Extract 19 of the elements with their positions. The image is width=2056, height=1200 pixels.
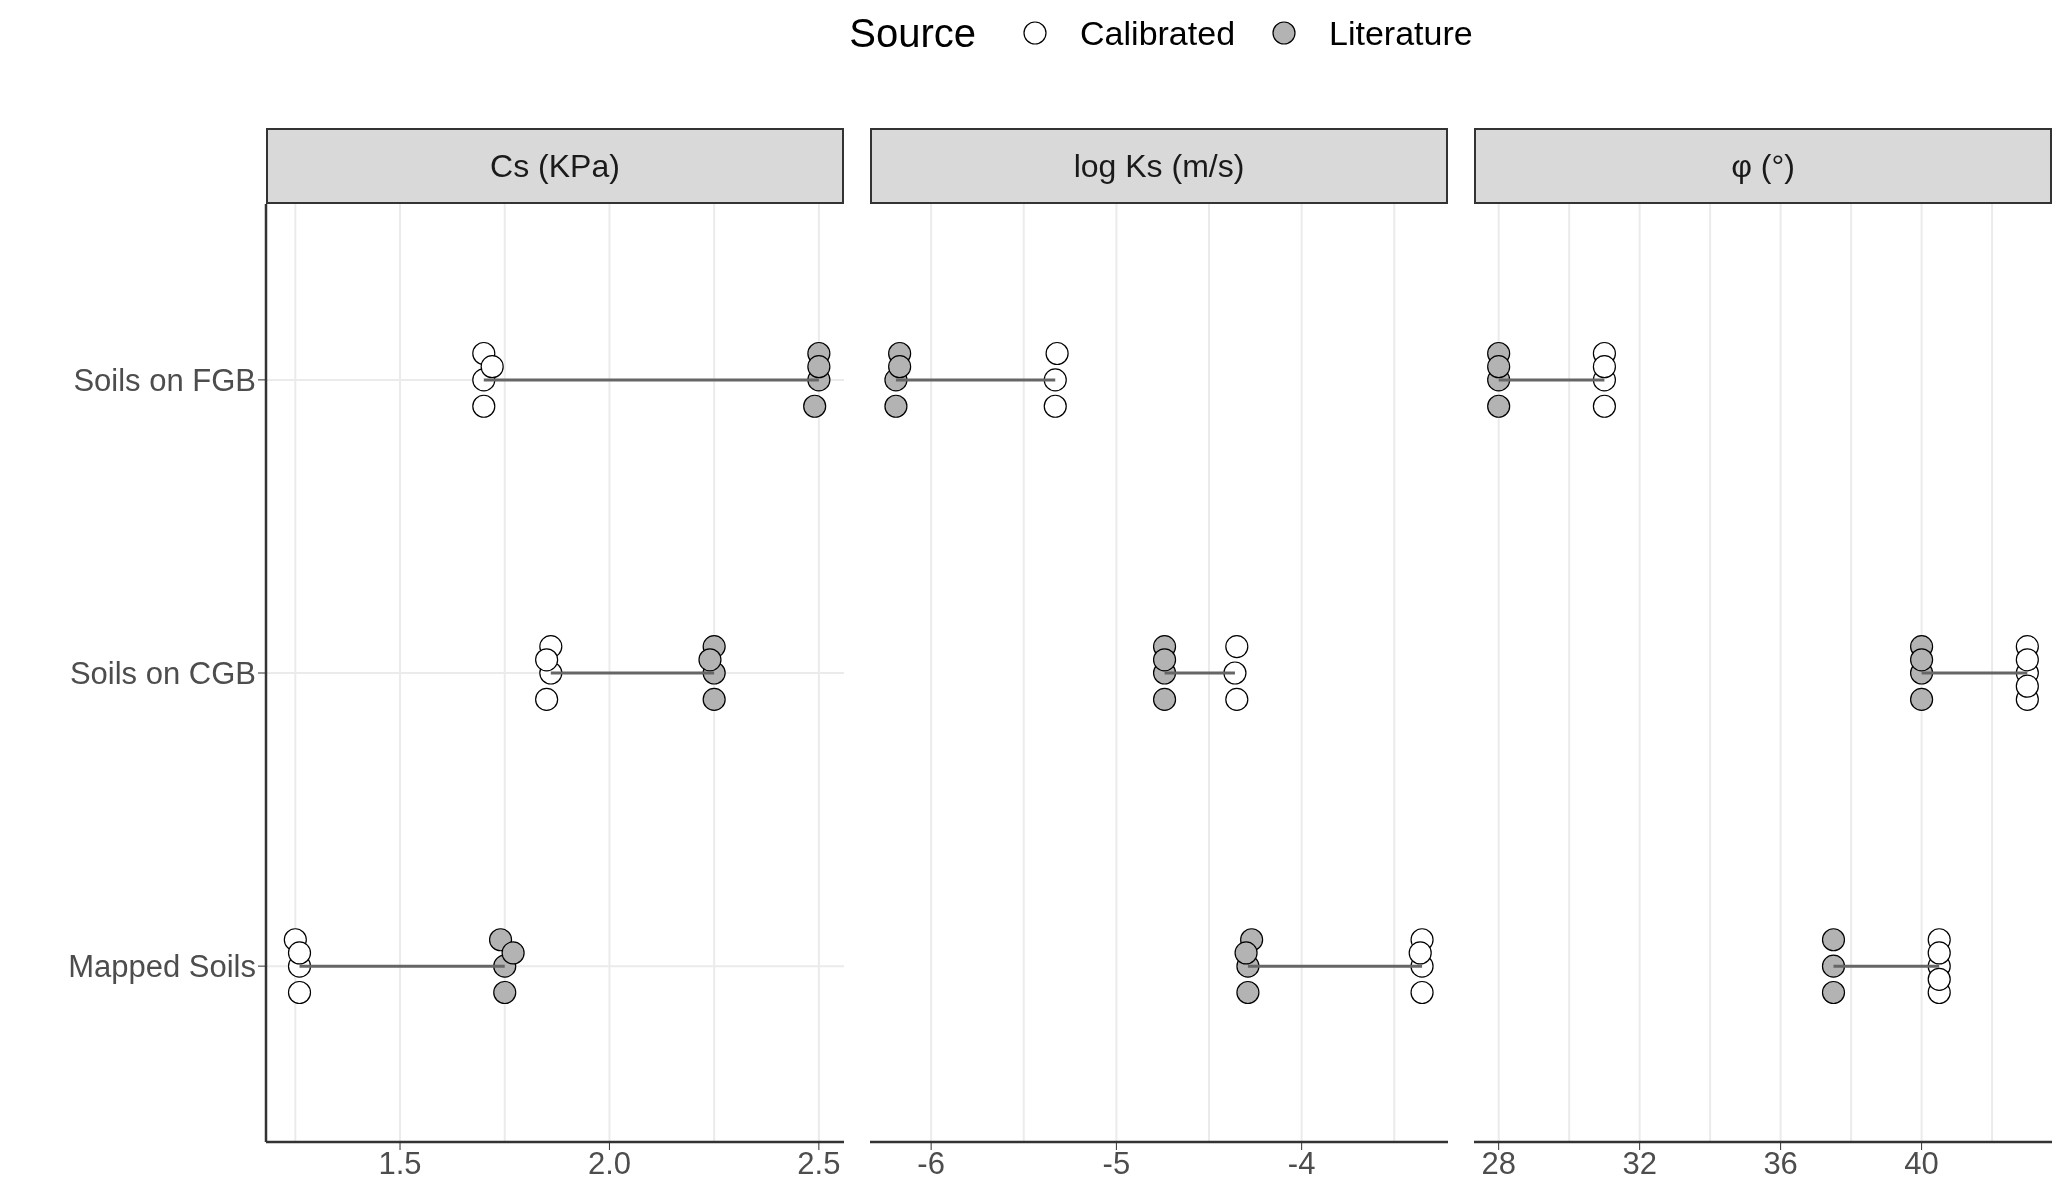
- x-tick-label: -6: [917, 1146, 945, 1182]
- legend-label: Literature: [1329, 13, 1473, 53]
- y-tick-label: Soils on FGB: [73, 362, 256, 398]
- x-tick-label: -4: [1287, 1146, 1316, 1182]
- x-tick-label: -5: [1102, 1146, 1131, 1182]
- x-tick-label: 32: [1622, 1146, 1657, 1182]
- chart-title: Cs (KPa): [266, 128, 844, 204]
- legend-title: Source: [849, 10, 977, 56]
- x-tick-label: 40: [1904, 1146, 1939, 1182]
- x-tick-label: 36: [1763, 1146, 1798, 1182]
- x-tick-label: 28: [1481, 1146, 1516, 1182]
- chart-title: log Ks (m/s): [870, 128, 1448, 204]
- chart-title: φ (°): [1474, 128, 2052, 204]
- x-tick-label: 1.5: [378, 1146, 422, 1182]
- x-tick-label: 2.0: [587, 1146, 631, 1182]
- y-tick-label: Soils on CGB: [69, 656, 256, 692]
- legend-label: Calibrated: [1080, 13, 1236, 53]
- y-tick-label: Mapped Soils: [68, 949, 256, 985]
- x-tick-label: 2.5: [797, 1146, 841, 1182]
